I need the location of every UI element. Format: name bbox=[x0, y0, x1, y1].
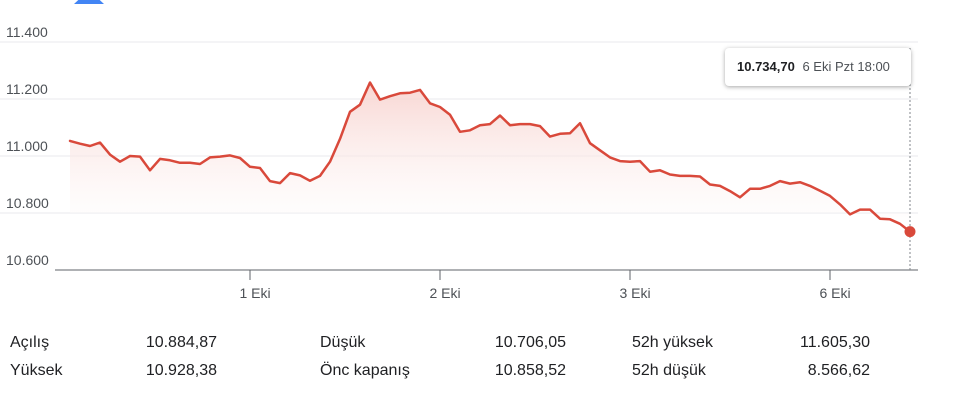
price-area-fill bbox=[70, 82, 910, 232]
stat-value-high: 10.928,38 bbox=[145, 362, 217, 379]
y-tick-label: 11.200 bbox=[6, 81, 48, 97]
stat-value-52w-low: 8.566,62 bbox=[807, 362, 870, 379]
y-tick-label: 11.000 bbox=[6, 138, 48, 154]
price-line bbox=[68, 81, 912, 233]
stat-value-open: 10.884,87 bbox=[145, 334, 217, 351]
tooltip-value: 10.734,70 bbox=[737, 59, 795, 74]
y-axis-labels: 11.400 11.200 11.000 10.800 10.600 bbox=[6, 24, 49, 268]
stat-label-prev-close: Önc kapanış bbox=[320, 362, 410, 379]
stat-value-low: 10.706,05 bbox=[494, 334, 566, 351]
stat-label-high: Yüksek bbox=[10, 362, 63, 379]
x-tick-label: 1 Eki bbox=[239, 285, 270, 301]
y-tick-label: 10.600 bbox=[6, 252, 49, 268]
x-axis: 1 Eki 2 Eki 3 Eki 6 Eki bbox=[239, 270, 851, 301]
y-tick-label: 11.400 bbox=[6, 24, 48, 40]
price-tooltip: 10.734,70 6 Eki Pzt 18:00 bbox=[725, 48, 911, 86]
stat-label-open: Açılış bbox=[10, 334, 50, 351]
x-tick-label: 6 Eki bbox=[819, 285, 850, 301]
logo-icon bbox=[74, 0, 104, 4]
x-tick-label: 3 Eki bbox=[619, 285, 650, 301]
x-tick-label: 2 Eki bbox=[429, 285, 460, 301]
chart-svg: 11.400 11.200 11.000 10.800 10.600 1 Eki 2 Ek… bbox=[0, 24, 918, 301]
stat-label-52w-low: 52h düşük bbox=[632, 362, 706, 379]
last-price-marker bbox=[904, 226, 916, 238]
tooltip-time: 6 Eki Pzt 18:00 bbox=[802, 59, 890, 74]
stat-value-prev-close: 10.858,52 bbox=[494, 362, 566, 379]
stat-label-52w-high: 52h yüksek bbox=[632, 334, 713, 351]
price-chart[interactable]: 11.400 11.200 11.000 10.800 10.600 1 Eki 2 Ek… bbox=[0, 0, 960, 310]
stat-value-52w-high: 11.605,30 bbox=[800, 334, 870, 351]
y-tick-label: 10.800 bbox=[6, 195, 49, 211]
stat-label-low: Düşük bbox=[320, 334, 366, 351]
